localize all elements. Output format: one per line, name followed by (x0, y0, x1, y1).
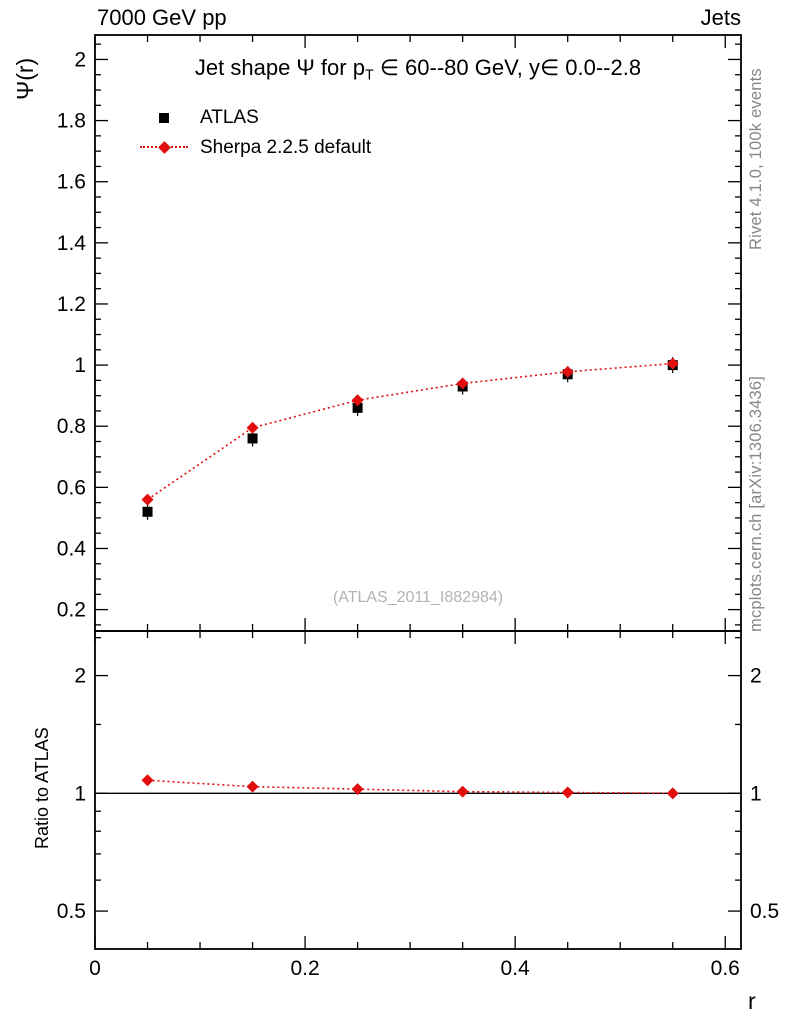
svg-text:2: 2 (74, 665, 86, 688)
mcplots-arxiv-caption: mcplots.cern.ch [arXiv:1306.3436] (747, 375, 765, 632)
plot-title-pre: Jet shape Ψ for p (194, 55, 365, 80)
legend-item-sherpa: Sherpa 2.2.5 default (140, 133, 371, 163)
svg-text:1.8: 1.8 (57, 110, 86, 133)
red-diamond-marker-icon (140, 138, 188, 158)
svg-text:0.5: 0.5 (57, 900, 86, 923)
y-axis-label-main: Ψ(r) (12, 57, 38, 100)
svg-text:0.4: 0.4 (501, 957, 531, 980)
analysis-id-watermark: (ATLAS_2011_I882984) (332, 589, 504, 606)
svg-text:0.4: 0.4 (57, 537, 87, 560)
svg-text:0.2: 0.2 (290, 957, 319, 980)
rivet-version-caption: Rivet 4.1.0, 100k events (747, 68, 765, 250)
legend-label-sherpa: Sherpa 2.2.5 default (200, 137, 372, 158)
legend-item-atlas: ATLAS (140, 103, 371, 133)
svg-text:1.4: 1.4 (57, 232, 87, 255)
svg-text:1.2: 1.2 (57, 293, 86, 316)
svg-text:0.2: 0.2 (57, 599, 86, 622)
plot-title-subscript: T (364, 67, 374, 84)
legend: ATLAS Sherpa 2.2.5 default (140, 103, 371, 163)
x-axis-label: r (748, 988, 756, 1014)
y-axis-label-ratio: Ratio to ATLAS (32, 727, 52, 849)
legend-label-atlas: ATLAS (200, 107, 259, 128)
black-square-marker-icon (140, 108, 188, 128)
svg-text:1: 1 (74, 782, 86, 805)
svg-text:1: 1 (74, 354, 86, 377)
plot-title-post: ∈ 60--80 GeV, y∈ 0.0--2.8 (373, 55, 642, 80)
beam-energy-label: 7000 GeV pp (97, 5, 227, 30)
svg-text:0.8: 0.8 (57, 415, 86, 438)
svg-text:0.6: 0.6 (711, 957, 740, 980)
svg-text:1.6: 1.6 (57, 171, 86, 194)
svg-text:0.5: 0.5 (750, 900, 779, 923)
analysis-group-label: Jets (700, 5, 741, 30)
plot-title: Jet shape Ψ for pT ∈ 60--80 GeV, y∈ 0.0-… (95, 55, 741, 83)
svg-text:2: 2 (74, 48, 86, 71)
svg-text:2: 2 (750, 665, 762, 688)
svg-text:0: 0 (89, 957, 101, 980)
svg-text:1: 1 (750, 782, 762, 805)
svg-text:0.6: 0.6 (57, 476, 86, 499)
